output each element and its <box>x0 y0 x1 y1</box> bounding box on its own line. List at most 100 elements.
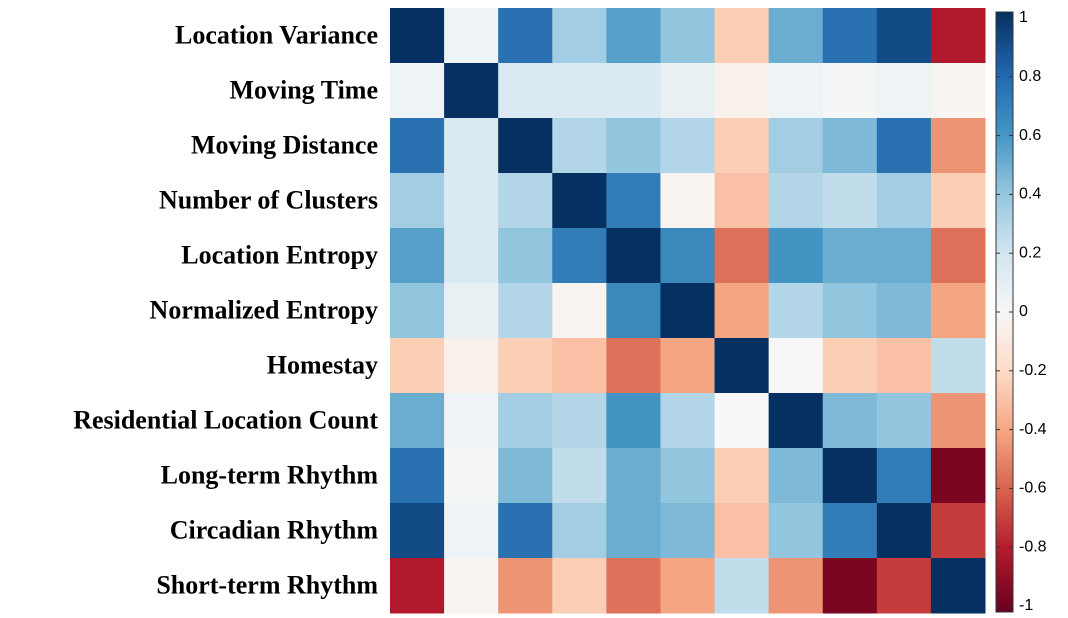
heatmap-cell <box>930 558 986 614</box>
heatmap-cell <box>768 8 824 64</box>
row-label: Moving Distance <box>191 130 378 159</box>
heatmap-cell <box>552 448 607 504</box>
colorbar-tick-label: -0.2 <box>1019 362 1047 379</box>
colorbar-tick-label: 0.6 <box>1019 127 1041 144</box>
colorbar-tick-label: -1 <box>1019 597 1033 614</box>
row-label: Number of Clusters <box>159 185 378 214</box>
heatmap-cell <box>444 118 499 174</box>
heatmap-cell <box>930 338 986 394</box>
heatmap-cell <box>822 8 878 64</box>
heatmap-cell <box>606 558 661 614</box>
heatmap-cell <box>876 448 932 504</box>
heatmap-cell <box>552 63 607 119</box>
heatmap-cell <box>876 503 932 559</box>
heatmap-cell <box>606 448 661 504</box>
heatmap-cell <box>660 228 716 284</box>
row-label: Normalized Entropy <box>150 295 378 324</box>
heatmap-cell <box>876 118 932 174</box>
heatmap-cell <box>930 283 986 339</box>
heatmap-cell <box>606 228 661 284</box>
heatmap-cell <box>714 118 770 174</box>
heatmap-cell <box>876 558 932 614</box>
heatmap-cell <box>444 8 499 64</box>
heatmap-cell <box>768 558 824 614</box>
heatmap-cell <box>606 338 661 394</box>
heatmap-cell <box>390 63 445 119</box>
row-label: Moving Time <box>229 75 378 104</box>
heatmap-cell <box>390 338 445 394</box>
heatmap-cell <box>714 448 770 504</box>
colorbar-tick-label: 0.4 <box>1019 186 1041 203</box>
heatmap-cell <box>444 173 499 229</box>
heatmap-cell <box>552 283 607 339</box>
heatmap-cell <box>498 63 553 119</box>
heatmap-cell <box>498 558 553 614</box>
heatmap-cell <box>552 503 607 559</box>
heatmap-cell <box>822 338 878 394</box>
colorbar-tick-label: -0.6 <box>1019 480 1047 497</box>
heatmap-cell <box>552 118 607 174</box>
heatmap-cell <box>930 173 986 229</box>
heatmap-cell <box>714 173 770 229</box>
heatmap-cell <box>660 63 716 119</box>
colorbar-tick-label: 1 <box>1019 9 1028 26</box>
heatmap-cell <box>390 503 445 559</box>
heatmap-cell <box>930 8 986 64</box>
heatmap-cell <box>930 63 986 119</box>
heatmap-cell <box>498 228 553 284</box>
heatmap-cell <box>714 228 770 284</box>
row-label: Location Variance <box>175 20 378 49</box>
heatmap-cell <box>606 393 661 449</box>
heatmap-cell <box>930 228 986 284</box>
heatmap-cell <box>660 393 716 449</box>
heatmap-cell <box>552 173 607 229</box>
heatmap-cell <box>768 448 824 504</box>
heatmap-cell <box>606 503 661 559</box>
heatmap-cell <box>714 503 770 559</box>
heatmap-cell <box>876 173 932 229</box>
heatmap-cell <box>930 448 986 504</box>
heatmap-cell <box>498 338 553 394</box>
heatmap-cell <box>822 503 878 559</box>
heatmap-cell <box>390 118 445 174</box>
heatmap-cell <box>444 338 499 394</box>
heatmap-cell <box>876 63 932 119</box>
heatmap-cell <box>552 338 607 394</box>
heatmap-cell <box>930 118 986 174</box>
heatmap-cell <box>498 393 553 449</box>
heatmap-cell <box>660 503 716 559</box>
heatmap-cell <box>498 283 553 339</box>
heatmap-cell <box>660 118 716 174</box>
row-label: Homestay <box>267 350 378 379</box>
heatmap-cell <box>930 503 986 559</box>
colorbar-tick-label: 0 <box>1019 303 1028 320</box>
heatmap-cell <box>390 173 445 229</box>
heatmap-cell <box>552 393 607 449</box>
heatmap-cell <box>822 283 878 339</box>
heatmap-cell <box>390 558 445 614</box>
heatmap-cell <box>714 338 770 394</box>
heatmap-cell <box>768 63 824 119</box>
heatmap-cell <box>444 503 499 559</box>
heatmap-cell <box>498 118 553 174</box>
colorbar-tick-label: 0.8 <box>1019 68 1041 85</box>
heatmap-cell <box>768 283 824 339</box>
heatmap-cell <box>444 63 499 119</box>
heatmap-cell <box>876 8 932 64</box>
colorbar-tick-label: 0.2 <box>1019 244 1041 261</box>
heatmap-cell <box>822 558 878 614</box>
heatmap-cell <box>660 8 716 64</box>
heatmap-cell <box>714 393 770 449</box>
heatmap-cell <box>444 448 499 504</box>
heatmap-cell <box>552 558 607 614</box>
row-label: Short-term Rhythm <box>156 570 378 599</box>
colorbar-tick-label: -0.8 <box>1019 538 1047 555</box>
heatmap-cell <box>390 448 445 504</box>
heatmap-cell <box>876 393 932 449</box>
heatmap-cell <box>390 393 445 449</box>
heatmap-cell <box>606 173 661 229</box>
heatmap-cell <box>822 228 878 284</box>
heatmap-cell <box>552 228 607 284</box>
heatmap-cell <box>498 8 553 64</box>
